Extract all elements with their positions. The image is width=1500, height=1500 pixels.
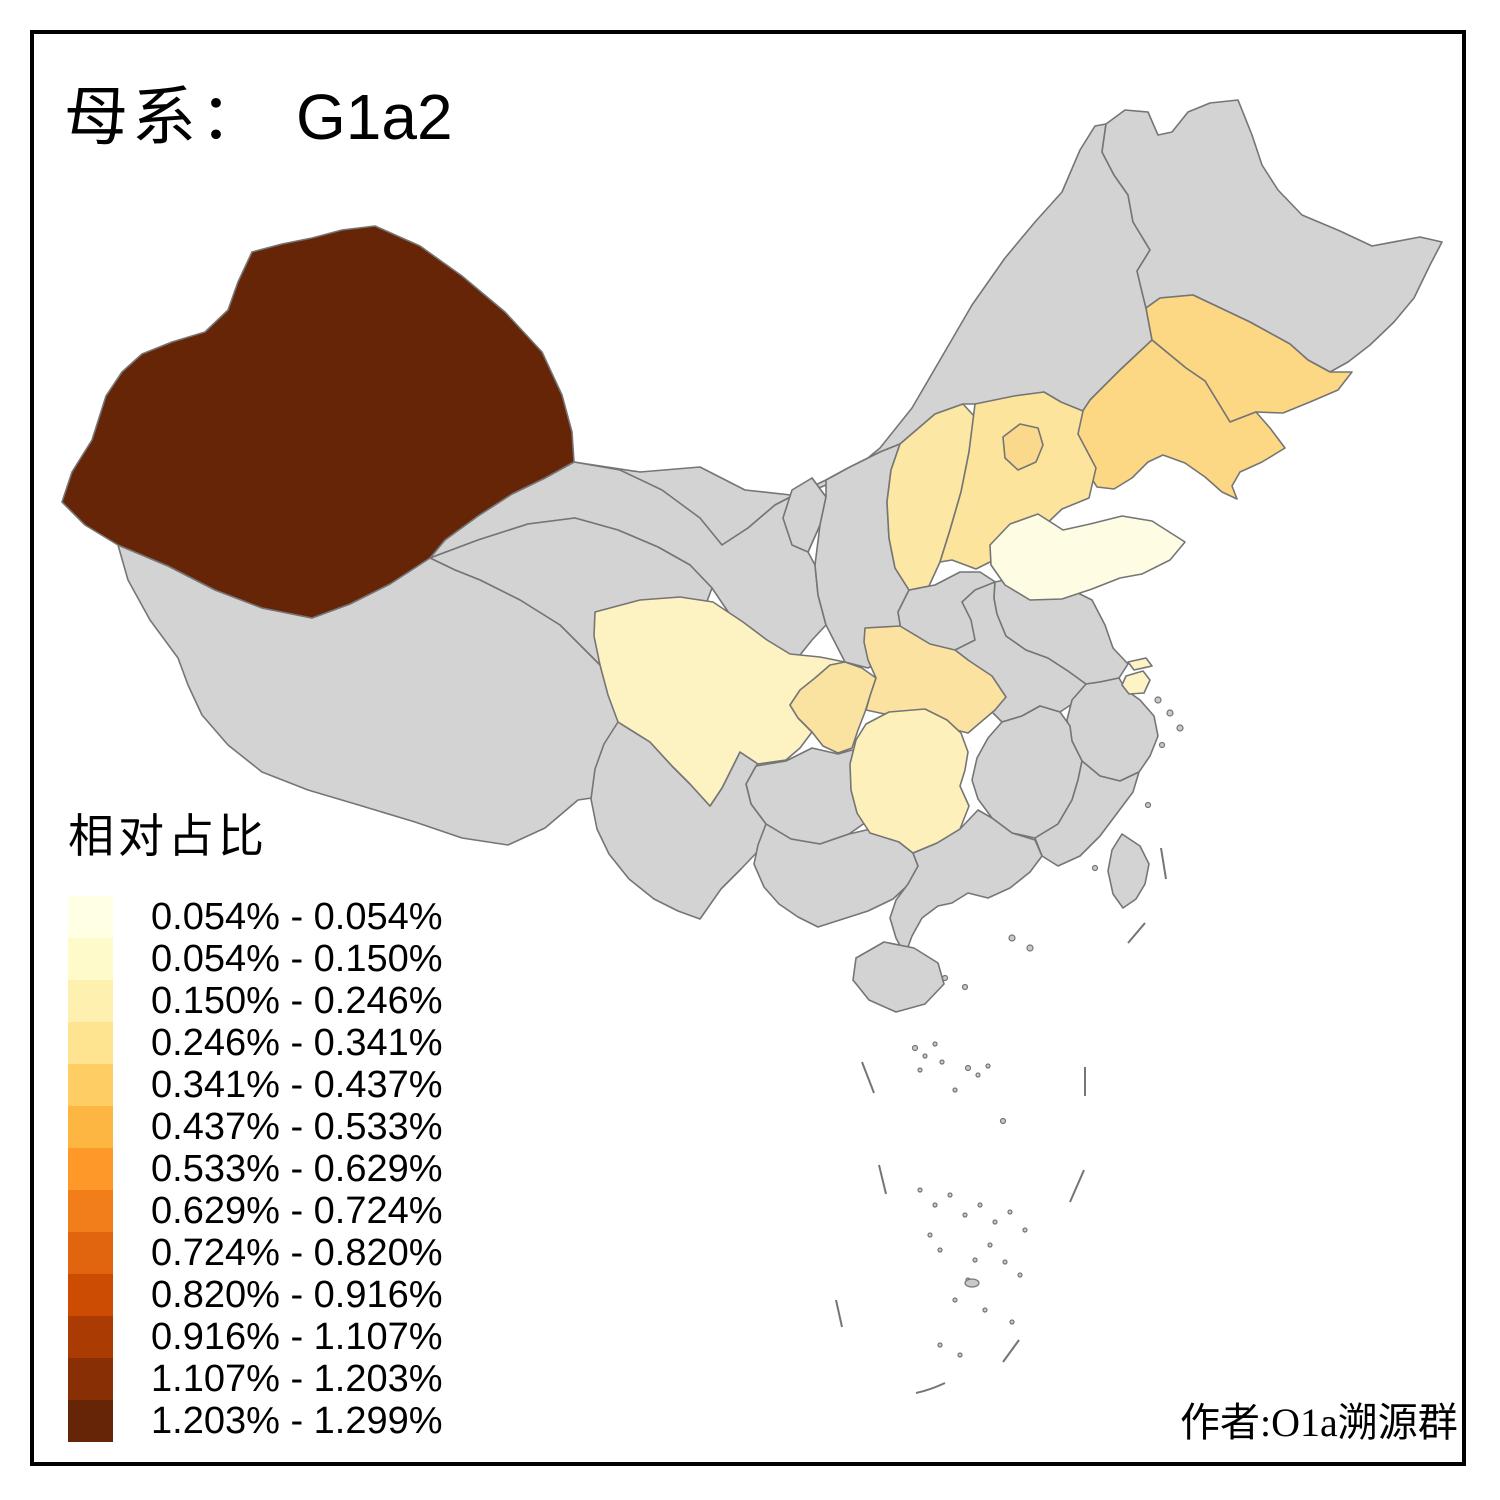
- legend-label: 1.203% - 1.299%: [151, 1399, 443, 1442]
- legend-row: 0.533% - 0.629%: [68, 1148, 443, 1190]
- legend-label: 0.246% - 0.341%: [151, 1021, 443, 1064]
- province-heilongjiang: [1101, 99, 1443, 373]
- legend-row: 1.203% - 1.299%: [68, 1400, 443, 1442]
- attribution: 作者:O1a溯源群: [1180, 1400, 1458, 1445]
- legend-swatch: [68, 1064, 113, 1106]
- legend-label: 0.437% - 0.533%: [151, 1105, 443, 1148]
- province-hainan: [852, 941, 945, 1013]
- legend-swatch: [68, 1022, 113, 1064]
- legend-row: 0.629% - 0.724%: [68, 1190, 443, 1232]
- province-shanghai: [1121, 657, 1153, 695]
- legend-row: 0.246% - 0.341%: [68, 1022, 443, 1064]
- legend-label: 1.107% - 1.203%: [151, 1357, 443, 1400]
- legend-swatch: [68, 1316, 113, 1358]
- province-beijing: [1002, 423, 1044, 471]
- province-fujian: [1034, 760, 1140, 867]
- province-sichuan: [593, 596, 846, 807]
- legend-label: 0.054% - 0.150%: [151, 937, 443, 980]
- province-guangxi: [753, 823, 919, 928]
- legend-label: 0.820% - 0.916%: [151, 1273, 443, 1316]
- coastal-islands: [941, 696, 1184, 991]
- legend-swatch: [68, 980, 113, 1022]
- province-ningxia: [782, 477, 827, 553]
- legend-label: 0.150% - 0.246%: [151, 979, 443, 1022]
- province-taiwan: [1107, 833, 1150, 909]
- province-xinjiang: [61, 225, 575, 619]
- legend-label: 0.724% - 0.820%: [151, 1231, 443, 1274]
- legend-row: 0.054% - 0.054%: [68, 896, 443, 938]
- legend-row: 0.054% - 0.150%: [68, 938, 443, 980]
- legend-swatch: [68, 1400, 113, 1442]
- legend-swatch: [68, 1106, 113, 1148]
- legend-swatch: [68, 1148, 113, 1190]
- page-title: 母系： G1a2: [64, 66, 453, 158]
- nine-dash-line: [835, 847, 1167, 1394]
- legend-row: 0.150% - 0.246%: [68, 980, 443, 1022]
- legend-swatch: [68, 938, 113, 980]
- province-hunan: [849, 708, 970, 854]
- province-guangdong: [889, 809, 1043, 956]
- legend: 相对占比 0.054% - 0.054% 0.054% - 0.150% 0.150…: [68, 800, 443, 1442]
- legend-swatch: [68, 896, 113, 938]
- legend-rows: 0.054% - 0.054% 0.054% - 0.150% 0.150% - 0…: [68, 896, 443, 1442]
- legend-row: 0.724% - 0.820%: [68, 1232, 443, 1274]
- legend-title: 相对占比: [68, 811, 268, 862]
- legend-swatch: [68, 1358, 113, 1400]
- legend-row: 0.341% - 0.437%: [68, 1064, 443, 1106]
- legend-swatch: [68, 1274, 113, 1316]
- legend-label: 0.054% - 0.054%: [151, 895, 443, 938]
- legend-label: 0.533% - 0.629%: [151, 1147, 443, 1190]
- legend-swatch: [68, 1232, 113, 1274]
- legend-label: 0.629% - 0.724%: [151, 1189, 443, 1232]
- legend-swatch: [68, 1190, 113, 1232]
- legend-row: 0.437% - 0.533%: [68, 1106, 443, 1148]
- title-haplogroup: G1a2: [296, 81, 453, 153]
- legend-row: 0.916% - 1.107%: [68, 1316, 443, 1358]
- legend-row: 0.820% - 0.916%: [68, 1274, 443, 1316]
- province-shandong: [989, 513, 1186, 601]
- title-prefix: 母系：: [64, 82, 268, 153]
- legend-label: 0.916% - 1.107%: [151, 1315, 443, 1358]
- legend-row: 1.107% - 1.203%: [68, 1358, 443, 1400]
- south-china-sea-islands: [911, 1041, 1028, 1358]
- legend-label: 0.341% - 0.437%: [151, 1063, 443, 1106]
